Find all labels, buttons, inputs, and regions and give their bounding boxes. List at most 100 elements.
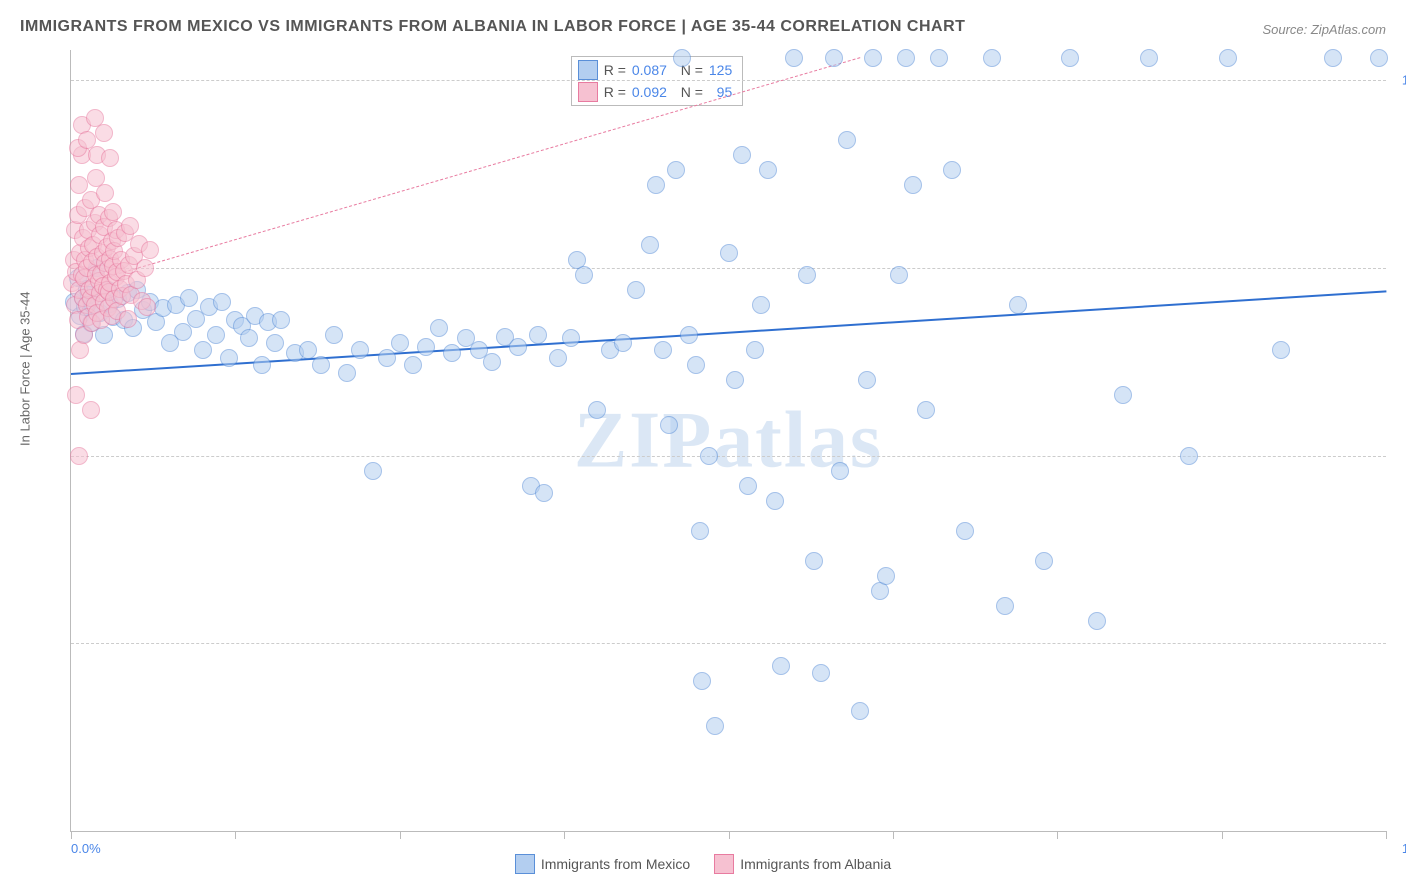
data-point <box>404 356 422 374</box>
chart-plot-area: ZIPatlas R = 0.087 N = 125 R = 0.092 N =… <box>70 50 1386 832</box>
data-point <box>1370 49 1388 67</box>
data-point <box>673 49 691 67</box>
data-point <box>798 266 816 284</box>
data-point <box>82 401 100 419</box>
data-point <box>141 241 159 259</box>
data-point <box>831 462 849 480</box>
data-point <box>136 259 154 277</box>
data-point <box>746 341 764 359</box>
data-point <box>1219 49 1237 67</box>
x-tick <box>71 831 72 839</box>
data-point <box>138 298 156 316</box>
legend-label-albania: Immigrants from Albania <box>740 856 891 872</box>
data-point <box>877 567 895 585</box>
legend-swatch-mexico <box>515 854 535 874</box>
data-point <box>904 176 922 194</box>
data-point <box>917 401 935 419</box>
data-point <box>785 49 803 67</box>
data-point <box>1061 49 1079 67</box>
data-point <box>364 462 382 480</box>
data-point <box>272 311 290 329</box>
data-point <box>338 364 356 382</box>
data-point <box>535 484 553 502</box>
data-point <box>667 161 685 179</box>
x-tick <box>564 831 565 839</box>
data-point <box>614 334 632 352</box>
data-point <box>194 341 212 359</box>
data-point <box>680 326 698 344</box>
data-point <box>687 356 705 374</box>
legend-item-albania: Immigrants from Albania <box>714 854 891 874</box>
data-point <box>759 161 777 179</box>
data-point <box>1035 552 1053 570</box>
data-point <box>739 477 757 495</box>
y-axis-title: In Labor Force | Age 35-44 <box>18 292 33 446</box>
data-point <box>95 124 113 142</box>
stats-row-mexico: R = 0.087 N = 125 <box>578 59 733 81</box>
data-point <box>351 341 369 359</box>
data-point <box>766 492 784 510</box>
data-point <box>1140 49 1158 67</box>
data-point <box>207 326 225 344</box>
data-point <box>660 416 678 434</box>
data-point <box>726 371 744 389</box>
data-point <box>943 161 961 179</box>
data-point <box>805 552 823 570</box>
x-tick <box>1386 831 1387 839</box>
data-point <box>104 203 122 221</box>
data-point <box>549 349 567 367</box>
gridline <box>71 80 1386 81</box>
data-point <box>983 49 1001 67</box>
data-point <box>588 401 606 419</box>
x-tick <box>400 831 401 839</box>
x-tick <box>893 831 894 839</box>
chart-title: IMMIGRANTS FROM MEXICO VS IMMIGRANTS FRO… <box>20 18 965 36</box>
data-point <box>812 664 830 682</box>
data-point <box>70 447 88 465</box>
x-tick <box>1057 831 1058 839</box>
data-point <box>706 717 724 735</box>
data-point <box>417 338 435 356</box>
data-point <box>430 319 448 337</box>
data-point <box>509 338 527 356</box>
x-tick <box>729 831 730 839</box>
data-point <box>897 49 915 67</box>
data-point <box>858 371 876 389</box>
x-tick <box>1222 831 1223 839</box>
data-point <box>1009 296 1027 314</box>
data-point <box>312 356 330 374</box>
data-point <box>562 329 580 347</box>
data-point <box>693 672 711 690</box>
data-point <box>864 49 882 67</box>
data-point <box>174 323 192 341</box>
data-point <box>443 344 461 362</box>
data-point <box>641 236 659 254</box>
data-point <box>529 326 547 344</box>
data-point <box>96 184 114 202</box>
data-point <box>86 109 104 127</box>
data-point <box>654 341 672 359</box>
data-point <box>930 49 948 67</box>
gridline <box>71 268 1386 269</box>
bottom-legend: Immigrants from Mexico Immigrants from A… <box>0 854 1406 874</box>
data-point <box>752 296 770 314</box>
data-point <box>253 356 271 374</box>
data-point <box>213 293 231 311</box>
x-tick <box>235 831 236 839</box>
legend-item-mexico: Immigrants from Mexico <box>515 854 690 874</box>
data-point <box>220 349 238 367</box>
data-point <box>825 49 843 67</box>
data-point <box>720 244 738 262</box>
data-point <box>838 131 856 149</box>
data-point <box>647 176 665 194</box>
swatch-albania <box>578 82 598 102</box>
y-tick-label: 100.0% <box>1402 73 1406 88</box>
data-point <box>325 326 343 344</box>
data-point <box>627 281 645 299</box>
data-point <box>1272 341 1290 359</box>
data-point <box>890 266 908 284</box>
data-point <box>71 341 89 359</box>
data-point <box>956 522 974 540</box>
data-point <box>1324 49 1342 67</box>
data-point <box>996 597 1014 615</box>
